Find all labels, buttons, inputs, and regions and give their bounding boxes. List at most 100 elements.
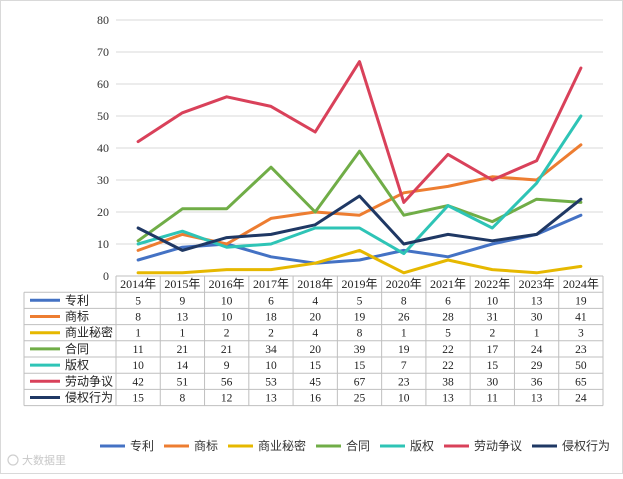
data-label: 13 — [442, 393, 454, 405]
data-label: 5 — [357, 295, 363, 307]
y-tick-label: 40 — [97, 141, 109, 155]
table-row-label: 侵权行为 — [65, 390, 113, 405]
y-tick-label: 50 — [97, 109, 109, 123]
watermark-text: 大数据里 — [22, 453, 66, 467]
data-label: 23 — [398, 376, 410, 388]
data-label: 56 — [221, 376, 233, 388]
data-label: 42 — [132, 376, 144, 388]
data-label: 30 — [531, 312, 543, 324]
data-label: 22 — [442, 360, 454, 372]
data-label: 34 — [265, 344, 277, 356]
series-line — [136, 213, 583, 265]
y-tick-label: 0 — [103, 269, 109, 283]
data-label: 9 — [224, 360, 230, 372]
data-label: 20 — [309, 344, 321, 356]
data-label: 16 — [309, 393, 321, 405]
x-tick-label: 2014年 — [120, 277, 156, 291]
y-tick-label: 20 — [97, 205, 109, 219]
data-label: 15 — [487, 360, 499, 372]
data-label: 4 — [312, 295, 318, 307]
data-label: 19 — [575, 295, 587, 307]
data-label: 14 — [177, 360, 189, 372]
x-tick-label: 2023年 — [519, 277, 555, 291]
data-label: 1 — [401, 328, 407, 340]
data-label: 24 — [531, 344, 543, 356]
data-label: 3 — [578, 328, 584, 340]
data-label: 18 — [265, 312, 277, 324]
data-label: 8 — [180, 393, 186, 405]
series-line — [136, 248, 583, 275]
data-label: 36 — [531, 376, 543, 388]
data-label: 7 — [401, 360, 407, 372]
x-tick-label: 2021年 — [430, 277, 466, 291]
data-label: 1 — [180, 328, 186, 340]
data-label: 23 — [575, 344, 587, 356]
legend-label: 侵权行为 — [562, 438, 610, 453]
data-label: 13 — [265, 393, 277, 405]
table-row-label: 劳动争议 — [65, 374, 113, 388]
data-label: 6 — [268, 295, 274, 307]
data-label: 5 — [445, 328, 451, 340]
y-axis-ticks: 0 10 20 30 40 50 60 70 80 — [97, 13, 109, 283]
data-label: 26 — [398, 312, 410, 324]
table-row-label: 版权 — [65, 358, 89, 372]
data-label: 13 — [531, 295, 543, 307]
data-label: 2 — [268, 328, 274, 340]
data-label: 19 — [354, 312, 366, 324]
data-label: 10 — [221, 295, 233, 307]
data-label: 8 — [135, 312, 141, 324]
data-label: 2 — [489, 328, 495, 340]
legend-label: 专利 — [130, 438, 154, 453]
gridlines — [116, 19, 603, 245]
x-tick-label: 2015年 — [164, 277, 200, 291]
table-row-label: 商标 — [65, 309, 89, 324]
data-label: 53 — [265, 376, 277, 388]
data-label: 1 — [135, 328, 141, 340]
data-label: 10 — [221, 312, 233, 324]
data-label: 2 — [224, 328, 230, 340]
legend-label: 商业秘密 — [258, 438, 306, 453]
data-label: 9 — [180, 295, 186, 307]
x-tick-label: 2022年 — [474, 277, 510, 291]
data-label: 15 — [309, 360, 321, 372]
series-line — [136, 60, 583, 204]
watermark: 大数据里 — [7, 453, 66, 467]
table-row-label: 商业秘密 — [65, 325, 113, 340]
data-label: 15 — [354, 360, 366, 372]
legend-label: 劳动争议 — [474, 439, 522, 453]
data-label: 67 — [354, 376, 366, 388]
legend-label: 合同 — [346, 438, 370, 453]
y-tick-label: 30 — [97, 173, 109, 187]
data-label: 21 — [221, 344, 233, 356]
data-label: 41 — [575, 312, 587, 324]
watermark-logo-icon — [7, 454, 19, 466]
data-label: 39 — [354, 344, 366, 356]
legend-label: 版权 — [410, 439, 434, 453]
legend-label: 商标 — [194, 438, 218, 453]
data-label: 10 — [265, 360, 277, 372]
data-label: 28 — [442, 312, 454, 324]
data-label: 6 — [445, 295, 451, 307]
x-tick-label: 2018年 — [297, 277, 333, 291]
y-tick-label: 70 — [97, 45, 109, 59]
data-label: 11 — [133, 344, 144, 356]
x-tick-label: 2016年 — [209, 277, 245, 291]
data-label: 38 — [442, 376, 454, 388]
x-tick-label: 2017年 — [253, 277, 289, 291]
y-tick-label: 60 — [97, 77, 109, 91]
data-label: 13 — [531, 393, 543, 405]
data-table: 2014年 2015年 2016年 2017年 2018年 2019年 2020年 2021年… — [23, 275, 604, 407]
data-label: 8 — [401, 295, 407, 307]
x-tick-label: 2019年 — [341, 277, 377, 291]
data-label: 50 — [575, 360, 587, 372]
data-label: 5 — [135, 295, 141, 307]
data-label: 22 — [442, 344, 454, 356]
table-row-label: 合同 — [65, 341, 89, 356]
data-label: 10 — [132, 360, 144, 372]
data-label: 20 — [309, 312, 321, 324]
data-label: 10 — [398, 393, 410, 405]
table-row-label: 专利 — [65, 292, 89, 307]
data-label: 13 — [177, 312, 189, 324]
